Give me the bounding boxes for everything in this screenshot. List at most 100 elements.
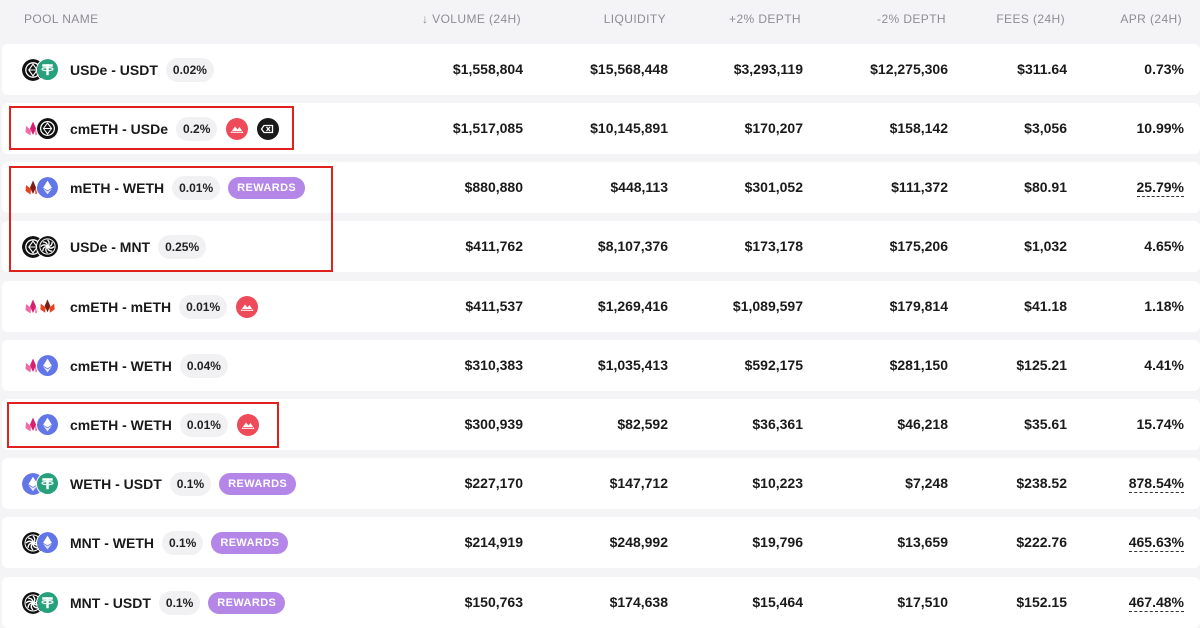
header-depth-minus[interactable]: -2% DEPTH [877,12,946,26]
table-row[interactable]: USDe - MNT 0.25% $411,762 $8,107,376 $173,17… [2,221,1200,272]
liquidity-cell: $15,568,448 [590,61,668,77]
apr-cell: 4.41% [1144,357,1184,373]
table-row[interactable]: USDe - USDT 0.02% $1,558,804 $15,568,448 $3,… [2,44,1200,95]
fee-tier-badge: 0.01% [179,294,228,319]
apr-cell[interactable]: 467.48% [1128,594,1184,612]
header-liquidity[interactable]: LIQUIDITY [603,12,666,26]
volume-cell: $411,537 [465,298,523,314]
table-row[interactable]: cmETH - mETH 0.01% $411,537 $1,269,416 $1,08… [2,281,1200,332]
table-row[interactable]: MNT - USDT 0.1% REWARDS $150,763 $174,638 $15… [2,577,1200,628]
token-pair-icons [22,294,66,319]
liquidity-cell: $1,035,413 [597,357,668,373]
weth-token-icon [36,530,60,555]
apr-cell: 1.18% [1144,298,1184,314]
pool-name: cmETH - mETH [70,298,172,315]
depth-plus-cell: $36,361 [752,416,803,432]
table-row[interactable]: cmETH - USDe 0.2% $1,517,085 $10,145,891 $17… [2,103,1200,154]
weth-token-icon [36,412,60,437]
weth-token-icon [36,353,60,378]
pool-pair: mETH - WETH 0.01% REWARDS [22,174,306,201]
table-row[interactable]: WETH - USDT 0.1% REWARDS $227,170 $147,712 $1… [2,458,1200,509]
volume-cell: $227,170 [464,475,523,491]
depth-minus-cell: $7,248 [905,475,948,491]
depth-minus-cell: $281,150 [889,357,948,373]
fee-tier-badge: 0.1% [169,471,212,496]
pool-pair: USDe - MNT 0.25% [22,233,207,260]
apr-cell: 0.73% [1144,61,1184,77]
volume-cell: $411,762 [465,238,523,254]
depth-plus-cell: $173,178 [744,238,803,254]
token-pair-icons [22,530,66,555]
apr-cell[interactable]: 25.79% [1136,179,1184,197]
volume-cell: $214,919 [464,534,523,550]
volume-cell: $150,763 [464,594,523,610]
weth-token-icon [36,175,60,200]
apr-cell: 4.65% [1144,238,1184,254]
apr-cell: 15.74% [1136,416,1184,432]
usdt-token-icon [36,471,60,496]
depth-plus-cell: $170,207 [744,120,803,136]
usdt-token-icon [36,57,60,82]
fee-tier-badge: 0.25% [158,234,207,259]
header-apr[interactable]: APR (24H) [1120,12,1182,26]
table-row[interactable]: cmETH - WETH 0.01% $300,939 $82,592 $36,361 $… [2,399,1200,450]
liquidity-cell: $1,269,416 [597,298,668,314]
table-row[interactable]: cmETH - WETH 0.04% $310,383 $1,035,413 $592,… [2,340,1200,391]
pool-pair: MNT - USDT 0.1% REWARDS [22,589,286,616]
pool-pair: cmETH - mETH 0.01% [22,293,259,320]
fee-tier-badge: 0.02% [165,57,214,82]
apr-cell[interactable]: 878.54% [1128,475,1184,493]
token-pair-icons [22,412,66,437]
header-fees[interactable]: FEES (24H) [996,12,1065,26]
pool-pair: cmETH - WETH 0.01% [22,411,259,438]
fee-tier-badge: 0.1% [161,530,204,555]
volume-cell: $310,383 [464,357,523,373]
fee-tier-badge: 0.1% [158,590,201,615]
header-pool-name[interactable]: POOL NAME [24,12,99,26]
liquidity-cell: $147,712 [609,475,668,491]
volume-cell: $300,939 [464,416,523,432]
depth-plus-cell: $15,464 [752,594,803,610]
pool-pair: MNT - WETH 0.1% REWARDS [22,529,289,556]
fee-tier-badge: 0.01% [172,175,221,200]
pool-name: MNT - WETH [70,534,154,551]
fees-cell: $238.52 [1016,475,1067,491]
fee-tier-badge: 0.2% [176,116,218,141]
pool-pair: cmETH - WETH 0.04% [22,352,228,379]
header-volume[interactable]: ↓ VOLUME (24H) [422,12,521,26]
depth-minus-cell: $111,372 [891,179,948,195]
header-depth-plus[interactable]: +2% DEPTH [729,12,801,26]
depth-minus-cell: $158,142 [889,120,948,136]
pool-name: cmETH - USDe [70,120,169,137]
liquidity-cell: $10,145,891 [590,120,668,136]
ethena-x-icon [257,117,280,140]
depth-minus-cell: $179,814 [889,298,948,314]
pool-pair: USDe - USDT 0.02% [22,56,214,83]
pool-name: USDe - MNT [70,238,151,255]
liquidity-cell: $174,638 [609,594,668,610]
liquidity-cell: $82,592 [617,416,668,432]
sort-arrow-down-icon: ↓ [422,12,429,26]
depth-minus-cell: $46,218 [897,416,948,432]
token-pair-icons [22,471,66,496]
table-row[interactable]: MNT - WETH 0.1% REWARDS $214,919 $248,992 $19… [2,517,1200,568]
apr-cell[interactable]: 465.63% [1128,534,1184,552]
meth-token-icon [36,294,60,319]
depth-minus-cell: $13,659 [897,534,948,550]
pool-name: mETH - WETH [70,179,165,196]
table-header: POOL NAME ↓ VOLUME (24H) LIQUIDITY +2% D… [0,0,1200,38]
depth-plus-cell: $19,796 [752,534,803,550]
liquidity-cell: $8,107,376 [597,238,668,254]
table-row[interactable]: mETH - WETH 0.01% REWARDS $880,880 $448,113 $… [2,162,1200,213]
token-pair-icons [22,116,66,141]
fees-cell: $3,056 [1024,120,1067,136]
fees-cell: $80.91 [1024,179,1067,195]
depth-plus-cell: $1,089,597 [732,298,803,314]
token-pair-icons [22,590,66,615]
pool-name: MNT - USDT [70,594,151,611]
rewards-badge: REWARDS [211,531,289,554]
fees-cell: $41.18 [1024,298,1067,314]
token-pair-icons [22,353,66,378]
token-pair-icons [22,234,66,259]
red-mountain-icon [226,117,249,140]
